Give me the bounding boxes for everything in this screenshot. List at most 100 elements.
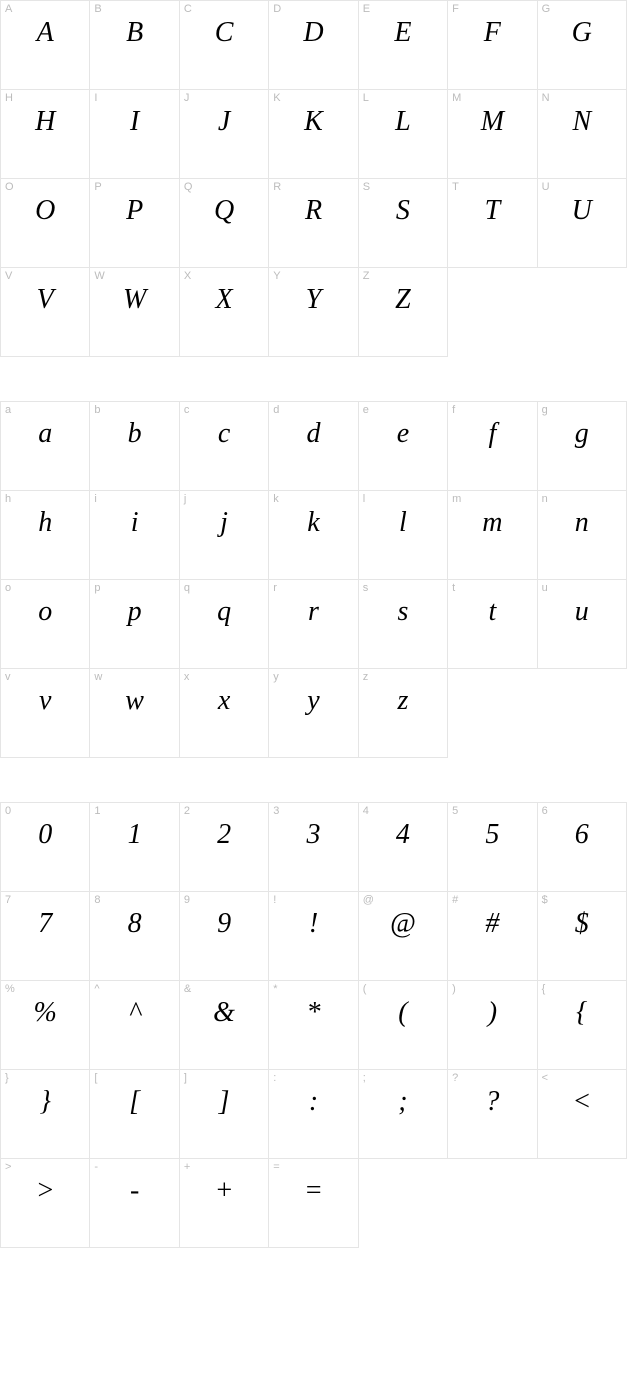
cell-key: h [5, 493, 11, 505]
cell-key: C [184, 3, 192, 15]
grid-numbers-symbols: 00 11 22 33 44 55 66 77 88 99 !! @@ ## $… [0, 802, 627, 1248]
cell-glyph: < [538, 1086, 626, 1118]
glyph-cell: -- [90, 1159, 179, 1248]
glyph-cell: cc [180, 402, 269, 491]
cell-key: P [94, 181, 101, 193]
glyph-cell: AA [1, 1, 90, 90]
cell-key: 3 [273, 805, 279, 817]
cell-glyph: u [538, 596, 626, 628]
cell-glyph: 5 [448, 819, 536, 851]
cell-key: D [273, 3, 281, 15]
cell-glyph: E [359, 17, 447, 49]
glyph-cell: tt [448, 580, 537, 669]
glyph-cell: gg [538, 402, 627, 491]
cell-key: > [5, 1161, 11, 1173]
cell-key: L [363, 92, 369, 104]
cell-glyph: > [1, 1175, 89, 1207]
glyph-cell: OO [1, 179, 90, 268]
cell-glyph: [ [90, 1086, 178, 1118]
cell-glyph: 6 [538, 819, 626, 851]
glyph-cell: ]] [180, 1070, 269, 1159]
glyph-cell: >> [1, 1159, 90, 1248]
cell-key: Z [363, 270, 370, 282]
cell-glyph: V [1, 284, 89, 316]
glyph-cell: LL [359, 90, 448, 179]
cell-glyph: 1 [90, 819, 178, 851]
cell-glyph: ) [448, 997, 536, 1029]
glyph-cell: KK [269, 90, 358, 179]
cell-glyph: D [269, 17, 357, 49]
cell-glyph: $ [538, 908, 626, 940]
cell-glyph: i [90, 507, 178, 539]
cell-glyph: ( [359, 997, 447, 1029]
glyph-cell: RR [269, 179, 358, 268]
glyph-cell: ss [359, 580, 448, 669]
cell-glyph: v [1, 685, 89, 717]
glyph-cell: 99 [180, 892, 269, 981]
glyph-cell: NN [538, 90, 627, 179]
cell-key: # [452, 894, 458, 906]
cell-glyph: e [359, 418, 447, 450]
glyph-cell: CC [180, 1, 269, 90]
glyph-cell: hh [1, 491, 90, 580]
glyph-cell: BB [90, 1, 179, 90]
cell-key: F [452, 3, 459, 15]
cell-key: v [5, 671, 11, 683]
glyph-cell: bb [90, 402, 179, 491]
cell-key: = [273, 1161, 279, 1173]
glyph-chart: AA BB CC DD EE FF GG HH II JJ KK LL MM N… [0, 0, 640, 1248]
glyph-cell: VV [1, 268, 90, 357]
cell-glyph: d [269, 418, 357, 450]
cell-glyph: * [269, 997, 357, 1029]
cell-glyph: C [180, 17, 268, 49]
grid-uppercase: AA BB CC DD EE FF GG HH II JJ KK LL MM N… [0, 0, 627, 357]
glyph-cell: 33 [269, 803, 358, 892]
cell-key: B [94, 3, 101, 15]
cell-glyph: o [1, 596, 89, 628]
glyph-cell: )) [448, 981, 537, 1070]
cell-glyph: 3 [269, 819, 357, 851]
glyph-cell: MM [448, 90, 537, 179]
glyph-cell: II [90, 90, 179, 179]
cell-key: u [542, 582, 548, 594]
cell-key: 1 [94, 805, 100, 817]
cell-glyph: y [269, 685, 357, 717]
glyph-cell: ?? [448, 1070, 537, 1159]
glyph-cell: kk [269, 491, 358, 580]
cell-glyph: I [90, 106, 178, 138]
cell-key: @ [363, 894, 374, 906]
cell-key: 6 [542, 805, 548, 817]
cell-glyph: a [1, 418, 89, 450]
cell-key: 5 [452, 805, 458, 817]
cell-key: G [542, 3, 551, 15]
cell-key: J [184, 92, 190, 104]
glyph-cell: << [538, 1070, 627, 1159]
cell-glyph: 0 [1, 819, 89, 851]
cell-glyph: b [90, 418, 178, 450]
cell-glyph: J [180, 106, 268, 138]
cell-glyph: r [269, 596, 357, 628]
cell-glyph: w [90, 685, 178, 717]
glyph-cell: EE [359, 1, 448, 90]
cell-key: q [184, 582, 190, 594]
glyph-cell: $$ [538, 892, 627, 981]
glyph-cell: YY [269, 268, 358, 357]
cell-glyph: 9 [180, 908, 268, 940]
cell-key: c [184, 404, 190, 416]
glyph-cell: dd [269, 402, 358, 491]
cell-key: 4 [363, 805, 369, 817]
cell-glyph: s [359, 596, 447, 628]
glyph-cell: %% [1, 981, 90, 1070]
cell-glyph: & [180, 997, 268, 1029]
cell-key: U [542, 181, 550, 193]
glyph-cell: 88 [90, 892, 179, 981]
glyph-cell: UU [538, 179, 627, 268]
cell-key: x [184, 671, 190, 683]
cell-glyph: = [269, 1175, 357, 1207]
grid-lowercase: aa bb cc dd ee ff gg hh ii jj kk ll mm n… [0, 401, 627, 758]
glyph-cell: aa [1, 402, 90, 491]
cell-key: V [5, 270, 12, 282]
glyph-cell: SS [359, 179, 448, 268]
cell-glyph: P [90, 195, 178, 227]
glyph-cell: ** [269, 981, 358, 1070]
